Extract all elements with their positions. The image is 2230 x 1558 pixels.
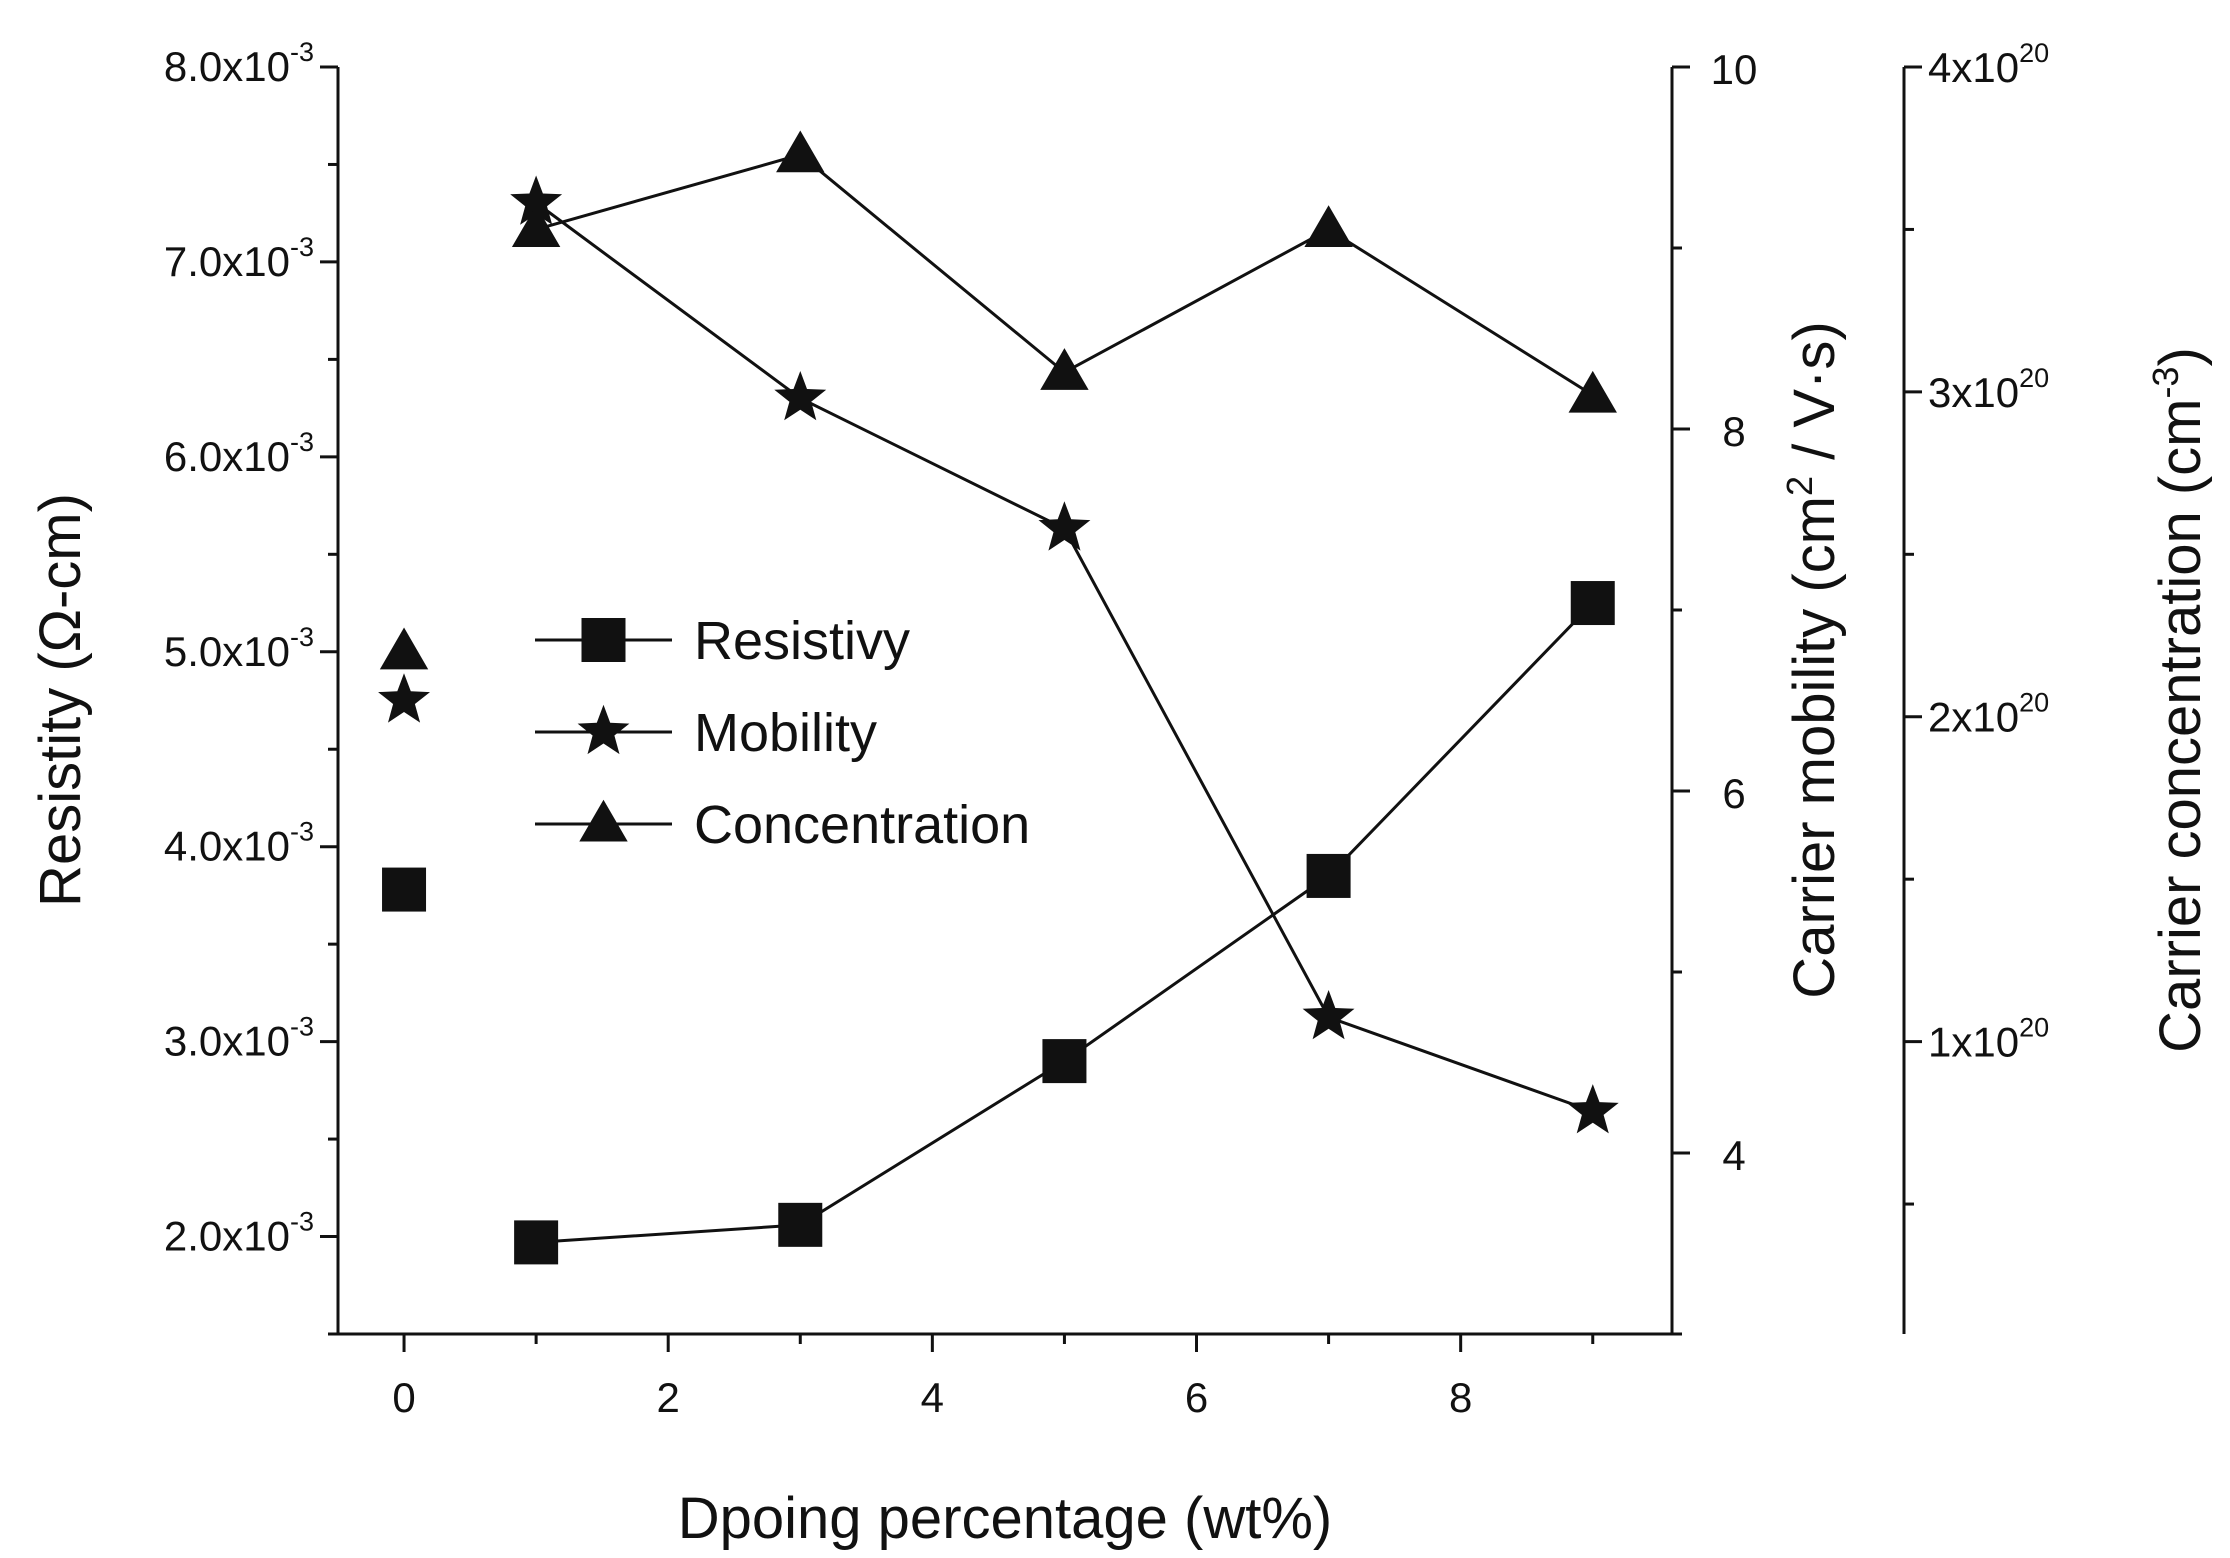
mobility-point [1038,501,1091,551]
concentration-tick-label: 2x1020 [1928,688,2049,741]
left-tick-label: 6.0x10-3 [164,427,314,480]
x-tick-label: 2 [657,1374,680,1421]
concentration-point [379,627,429,670]
mobility-tick-label: 4 [1722,1132,1745,1179]
left-tick-label: 7.0x10-3 [164,232,314,285]
mobility-point [378,673,430,723]
x-tick-label: 8 [1449,1374,1472,1421]
left-tick-label: 4.0x10-3 [164,817,314,870]
left-tick-label: 2.0x10-3 [164,1207,314,1260]
x-tick-label: 4 [921,1374,944,1421]
resistivy-point [1570,581,1615,626]
x-tick-label: 0 [392,1374,415,1421]
concentration-point [1304,205,1353,247]
x-axis-title: Dpoing percentage (wt%) [678,1486,1332,1551]
concentration-point [1040,348,1089,390]
mobility-tick-label: 10 [1711,46,1758,93]
mobility-tick-label: 8 [1722,408,1745,455]
resistivy-point [1042,1039,1087,1084]
left-tick-label: 8.0x10-3 [164,37,314,90]
concentration-point [511,205,561,247]
legend-mobility-label: Mobility [694,703,877,763]
concentration-point [776,130,825,173]
mobility-point [510,175,563,225]
concentration-point [1568,370,1617,413]
resistivy-line [536,601,1594,1244]
legend: Resistivy Mobility Concentration [535,611,1030,855]
legend-mobility-marker [577,704,630,755]
x-tick-label: 6 [1185,1374,1208,1421]
mobility-tick-label: 6 [1722,770,1745,817]
mobility-point [1566,1084,1619,1134]
legend-resistivy-label: Resistivy [694,611,910,671]
mobility-axis-title: Carrier mobility (cm2 / V·s) [1779,321,1847,998]
series-group [378,130,1619,1265]
mobility-point [774,371,827,421]
concentration-axis-title: Carrier concentration (cm-3) [2145,347,2213,1053]
left-axis-title: Resistity (Ω-cm) [28,493,93,907]
legend-concentration-label: Concentration [694,795,1030,855]
axes: 0 2 4 6 8 Dpoing percentage (wt%) 2.0x10-3 3.0x… [28,37,2213,1551]
resistivy-point [1306,853,1351,898]
concentration-tick-label: 3x1020 [1928,363,2049,416]
resistivy-point [382,867,427,912]
legend-resistivy-marker [581,618,626,662]
mobility-point [1302,990,1355,1040]
concentration-tick-label: 4x1020 [1928,38,2049,91]
resistivy-point [514,1220,559,1265]
left-tick-label: 3.0x10-3 [164,1012,314,1065]
resistivy-point [778,1202,823,1247]
left-tick-label: 5.0x10-3 [164,622,314,675]
concentration-tick-label: 1x1020 [1928,1013,2049,1066]
legend-concentration-marker [579,799,628,842]
